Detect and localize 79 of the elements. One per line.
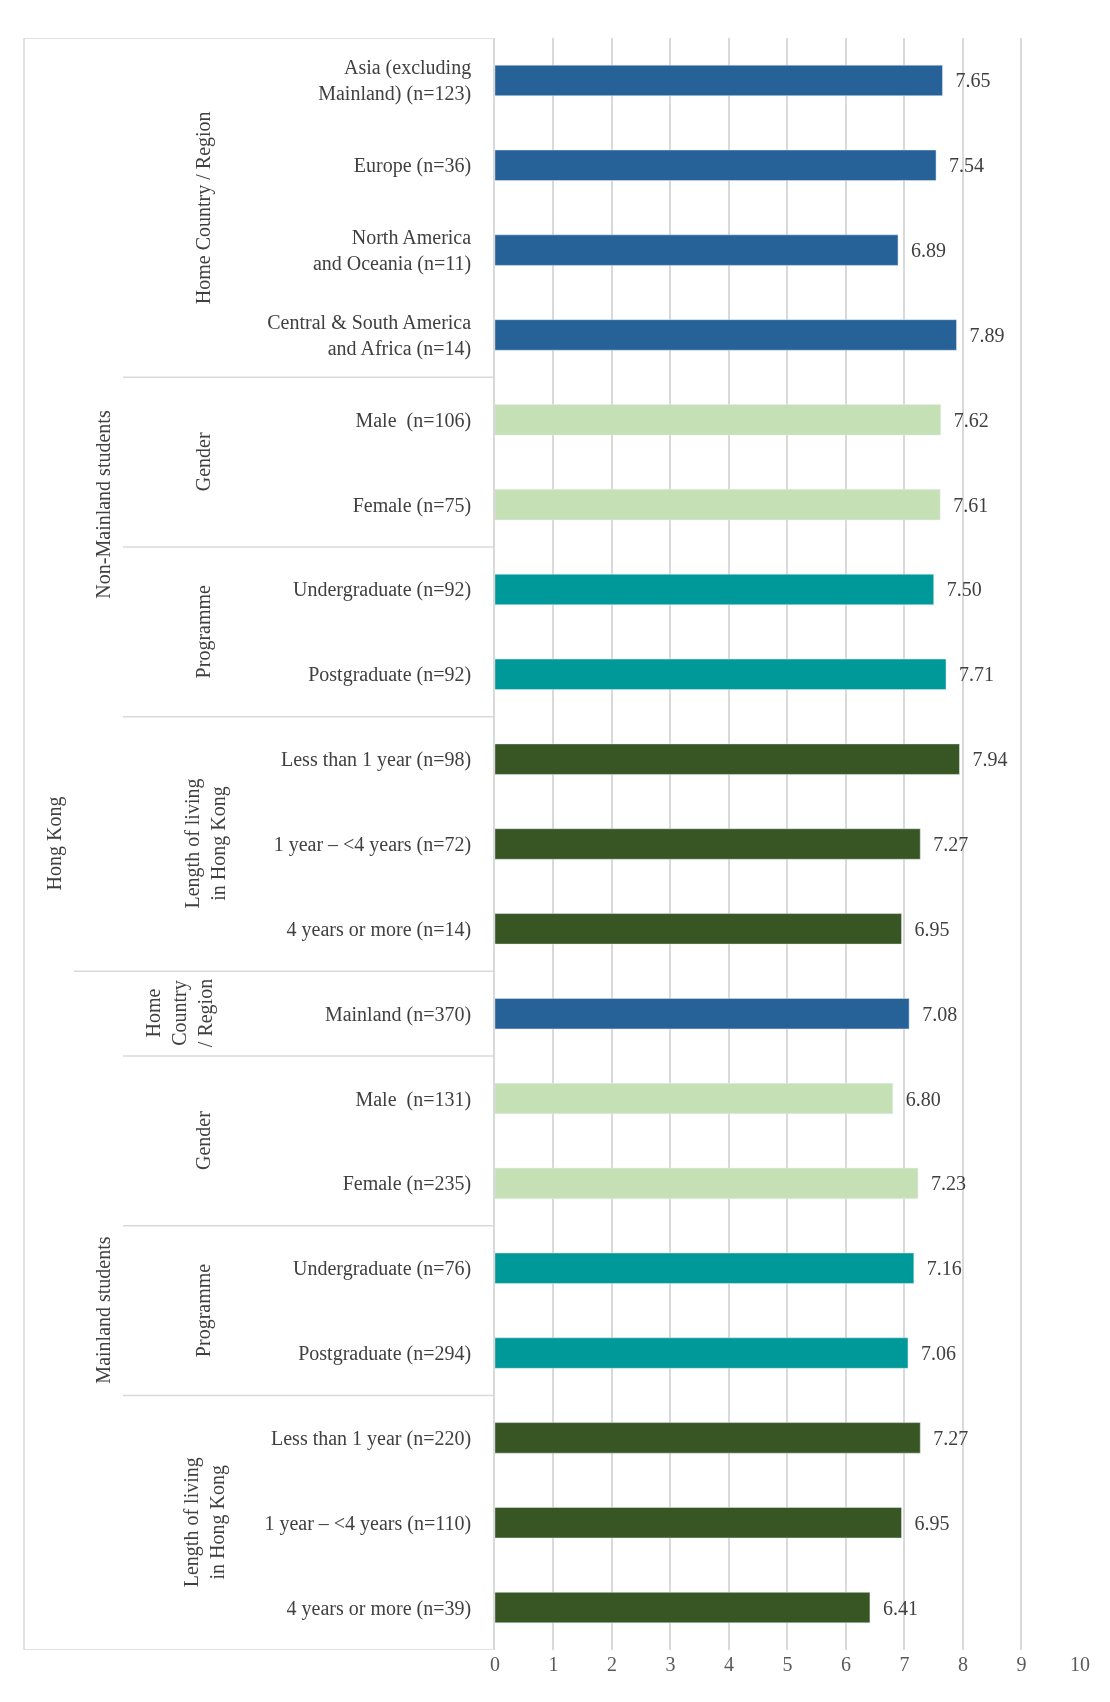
data-label: 7.94 xyxy=(962,748,1008,771)
text: Home Country / Region xyxy=(141,978,217,1048)
data-label: 7.27 xyxy=(923,833,969,855)
text: Mainland students xyxy=(92,1236,115,1384)
bar xyxy=(494,1252,915,1284)
y-tick-label: Male (n=131) xyxy=(355,1087,472,1111)
data-label: 6.95 xyxy=(904,1511,950,1534)
y-tick-label: Undergraduate (n=76) xyxy=(293,1257,472,1281)
bar xyxy=(494,658,947,690)
y-tick-label: Undergraduate (n=92) xyxy=(293,578,472,602)
data-label: 7.65 xyxy=(945,69,991,92)
bar xyxy=(494,489,941,521)
y-tick-label: 1 year – <4 years (n=110) xyxy=(264,1511,472,1535)
data-label: 6.89 xyxy=(901,239,947,262)
data-label: 7.27 xyxy=(923,1426,969,1449)
bar xyxy=(494,743,960,775)
x-tick-label: 2 xyxy=(606,1653,617,1675)
text: Gender xyxy=(191,432,214,492)
bar xyxy=(494,149,937,181)
text: Programme xyxy=(191,584,215,679)
text: Hong Kong xyxy=(42,796,66,891)
bar xyxy=(494,319,957,351)
data-label: 7.50 xyxy=(936,578,982,601)
data-label: 6.80 xyxy=(895,1087,941,1110)
bar xyxy=(494,913,902,945)
y-tick-label: Less than 1 year (n=220) xyxy=(271,1426,472,1450)
data-label: 7.61 xyxy=(943,493,989,516)
y-tick-label: Female (n=235) xyxy=(342,1172,472,1196)
y-tick-label: Postgraduate (n=294) xyxy=(298,1342,472,1366)
bar xyxy=(494,998,910,1030)
bar xyxy=(494,404,941,436)
y-tick-label: Asia (excluding Mainland) (n=123) xyxy=(318,56,472,106)
text: Programme xyxy=(191,1263,215,1358)
data-label: 7.54 xyxy=(939,154,985,177)
y-tick-label: Male (n=106) xyxy=(355,408,472,432)
bar xyxy=(494,64,943,96)
y-tick-label: 1 year – <4 years (n=72) xyxy=(273,833,472,856)
y-tick-label: Mainland (n=370) xyxy=(324,1002,472,1026)
x-tick-label: 10 xyxy=(1070,1653,1090,1675)
bar xyxy=(494,573,934,605)
bar xyxy=(494,1507,902,1539)
bar xyxy=(494,1337,909,1369)
data-label: 6.95 xyxy=(904,917,950,940)
y-tick-label: Less than 1 year (n=98) xyxy=(281,748,472,772)
x-tick-label: 0 xyxy=(489,1653,500,1675)
y-tick-label: Postgraduate (n=92) xyxy=(308,663,472,687)
text: Gender xyxy=(192,1110,215,1170)
bar xyxy=(494,1167,919,1199)
data-label: 7.16 xyxy=(916,1257,962,1280)
x-tick-label: 4 xyxy=(723,1653,734,1675)
y-tick-label: Europe (n=36) xyxy=(353,154,472,178)
x-tick-label: 5 xyxy=(782,1653,793,1675)
bar xyxy=(494,1592,871,1624)
y-tick-label: 4 years or more (n=14) xyxy=(286,917,472,941)
text: Home Country / Region xyxy=(191,111,215,305)
y-tick-label: North America and Oceania (n=11) xyxy=(312,226,472,276)
text: Length of living in Hong Kong xyxy=(179,1457,229,1588)
y-tick-label: 4 years or more (n=39) xyxy=(286,1596,472,1620)
x-tick-label: 1 xyxy=(548,1653,559,1675)
data-label: 7.89 xyxy=(959,323,1005,346)
x-tick-label: 6 xyxy=(840,1653,851,1675)
x-tick-label: 3 xyxy=(665,1653,676,1675)
x-tick-label: 7 xyxy=(899,1653,910,1675)
bar xyxy=(494,1083,894,1115)
data-label: 6.41 xyxy=(872,1596,918,1619)
data-label: 7.62 xyxy=(943,408,989,431)
text: Length of living in Hong Kong xyxy=(180,778,230,909)
data-label: 7.08 xyxy=(912,1002,958,1025)
bar xyxy=(494,828,921,860)
x-tick-label: 8 xyxy=(957,1653,968,1675)
text: Non-Mainland students xyxy=(92,410,115,599)
y-tick-label: Female (n=75) xyxy=(352,493,472,517)
bar xyxy=(494,234,899,266)
data-label: 7.71 xyxy=(949,663,995,686)
bar xyxy=(494,1422,921,1454)
data-label: 7.23 xyxy=(920,1172,966,1195)
y-tick-label: Central & South America and Africa (n=14) xyxy=(267,310,472,360)
x-tick-label: 9 xyxy=(1016,1653,1027,1675)
data-label: 7.06 xyxy=(910,1342,956,1365)
